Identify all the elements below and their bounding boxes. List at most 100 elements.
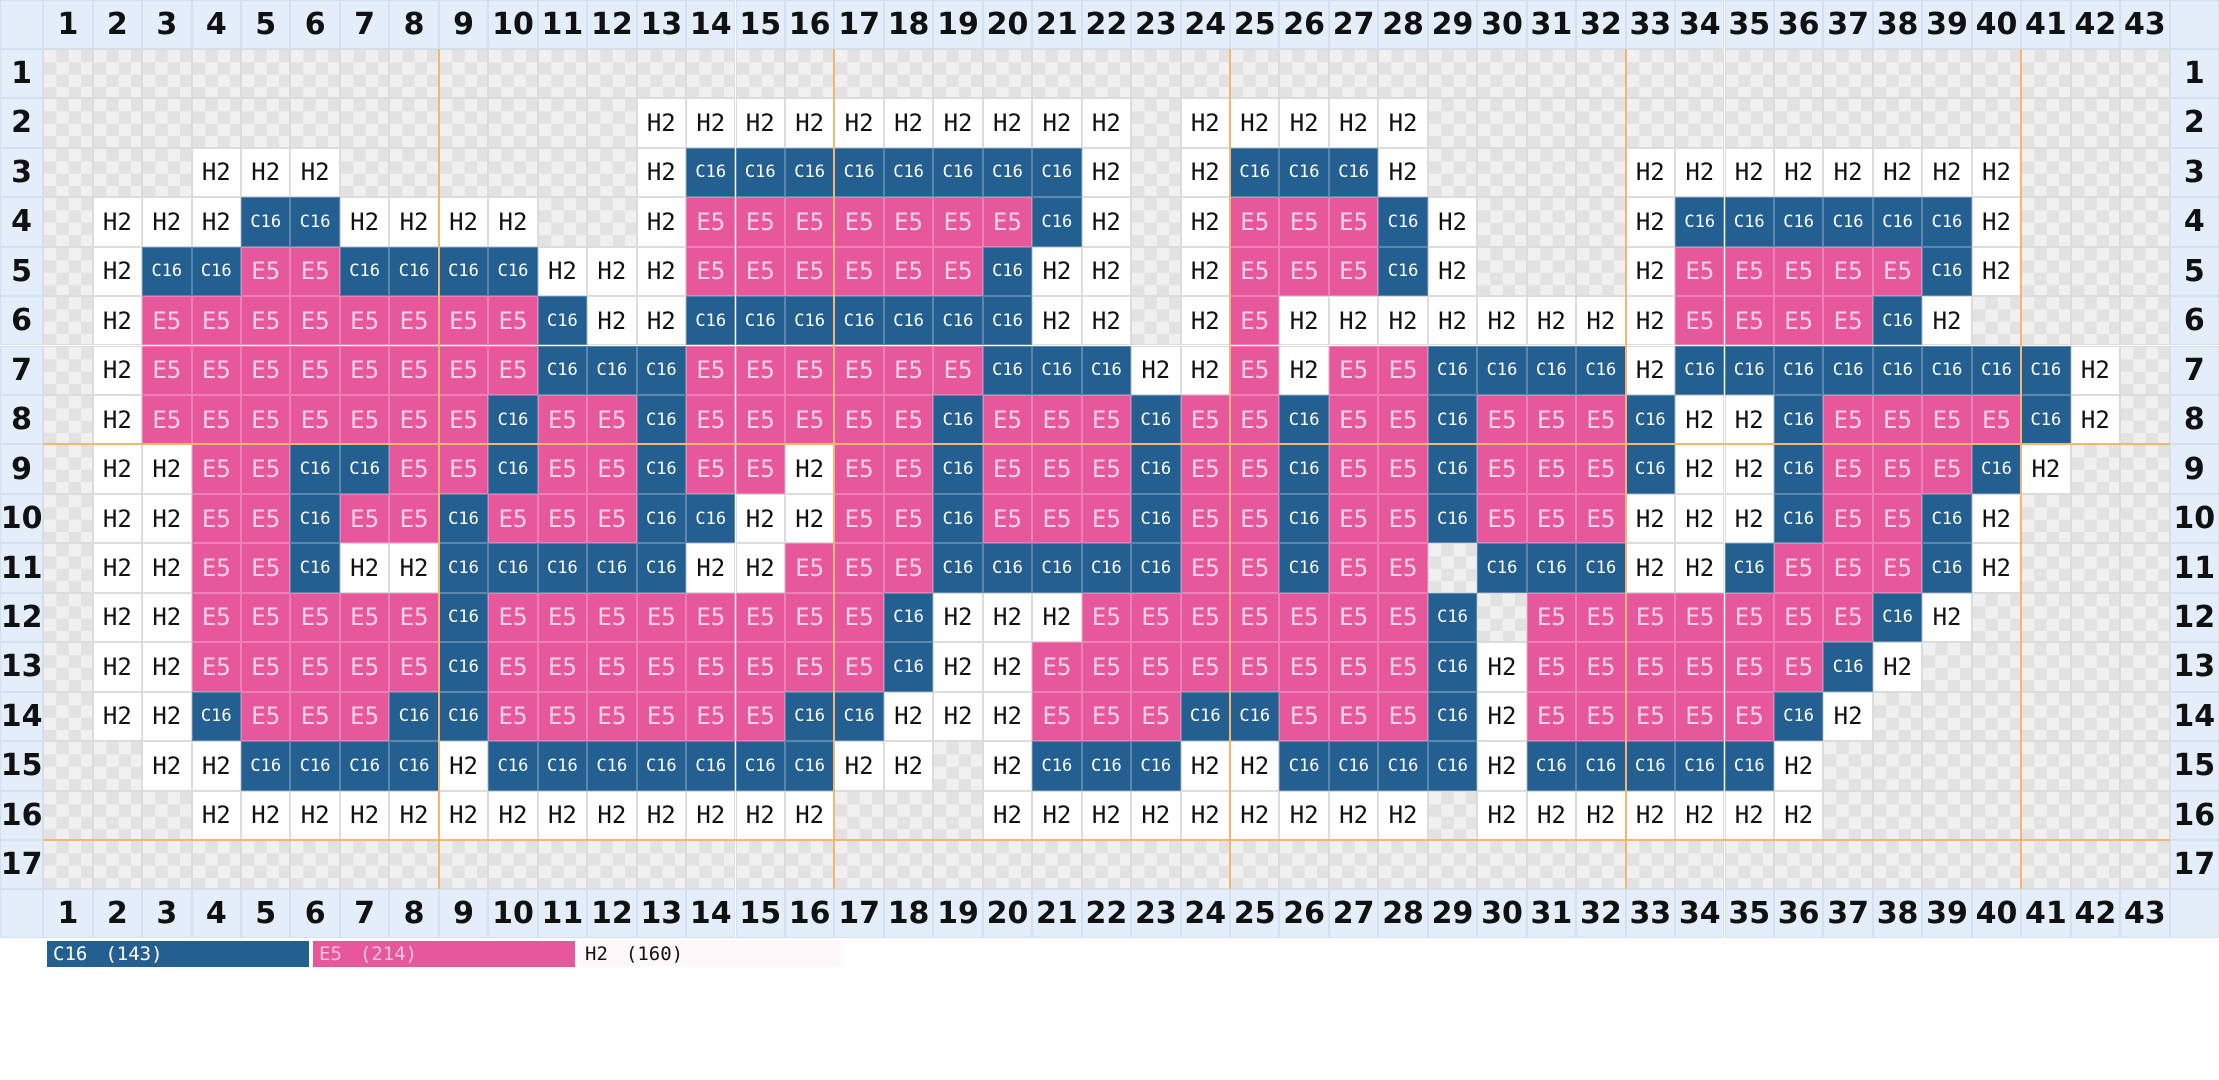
empty-cell (2120, 642, 2170, 692)
bead-cell: C16 (290, 493, 340, 544)
bead-cell: E5 (636, 691, 687, 742)
bead-cell: E5 (1872, 543, 1923, 593)
column-label: 9 (438, 0, 489, 49)
empty-cell (2120, 741, 2170, 791)
bead-cell: C16 (1427, 444, 1478, 494)
empty-cell (1131, 296, 1181, 346)
bead-cell: H2 (191, 147, 241, 198)
empty-cell (1922, 691, 1972, 742)
empty-cell (43, 592, 93, 643)
bead-cell: C16 (537, 345, 588, 395)
column-label: 33 (1625, 0, 1676, 49)
empty-cell (2120, 246, 2170, 297)
bead-cell: E5 (1230, 543, 1280, 593)
empty-cell (2021, 543, 2071, 593)
bead-cell: E5 (1872, 246, 1923, 297)
bead-cell: H2 (1032, 246, 1082, 297)
bead-cell: E5 (1032, 444, 1082, 494)
empty-cell (636, 840, 687, 890)
bead-cell: H2 (933, 592, 983, 643)
bead-cell: C16 (1971, 345, 2022, 395)
bead-cell: C16 (686, 493, 736, 544)
bead-cell: H2 (1872, 642, 1923, 692)
bead-cell: E5 (1230, 246, 1280, 297)
bead-cell: H2 (142, 691, 192, 742)
bead-cell: H2 (1230, 790, 1280, 840)
empty-cell (1526, 246, 1577, 297)
column-label: 36 (1773, 889, 1824, 939)
bead-cell: H2 (1922, 147, 1972, 198)
bead-cell: C16 (982, 246, 1033, 297)
bead-cell: C16 (784, 296, 835, 346)
bead-cell: E5 (686, 246, 736, 297)
empty-cell (2120, 296, 2170, 346)
row-label: 13 (0, 642, 44, 692)
column-label: 8 (389, 0, 439, 49)
bead-cell: C16 (1576, 543, 1626, 593)
empty-cell (1922, 790, 1972, 840)
bead-cell: E5 (290, 345, 340, 395)
bead-cell: E5 (241, 444, 291, 494)
empty-cell (1427, 48, 1478, 99)
bead-cell: C16 (1773, 394, 1824, 445)
column-label: 13 (636, 889, 687, 939)
bead-cell: C16 (1032, 345, 1082, 395)
empty-cell (2120, 345, 2170, 395)
empty-cell (2120, 48, 2170, 99)
bead-cell: C16 (982, 345, 1033, 395)
legend-code: C16 (53, 943, 88, 965)
bead-cell: E5 (784, 592, 835, 643)
bead-cell: E5 (241, 246, 291, 297)
bead-cell: C16 (1922, 246, 1972, 297)
bead-cell: H2 (537, 790, 588, 840)
empty-cell (537, 98, 588, 148)
guide-line (833, 48, 836, 890)
bead-cell: E5 (1724, 691, 1774, 742)
legend-count: (160) (625, 943, 684, 965)
row-label: 15 (2169, 741, 2219, 791)
column-label: 36 (1773, 0, 1824, 49)
column-label: 34 (1675, 889, 1725, 939)
empty-cell (982, 840, 1033, 890)
bead-cell: C16 (982, 296, 1033, 346)
column-label: 6 (290, 0, 340, 49)
bead-cell: E5 (1872, 493, 1923, 544)
bead-cell: E5 (1823, 246, 1873, 297)
empty-cell (1971, 691, 2022, 742)
empty-cell (1477, 147, 1527, 198)
empty-cell (438, 48, 489, 99)
bead-cell: H2 (1230, 98, 1280, 148)
empty-cell (834, 790, 884, 840)
empty-cell (1971, 741, 2022, 791)
bead-cell: E5 (1378, 543, 1428, 593)
bead-cell: E5 (389, 394, 439, 445)
bead-cell: E5 (438, 345, 489, 395)
bead-cell: C16 (933, 493, 983, 544)
bead-cell: C16 (1823, 345, 1873, 395)
bead-cell: E5 (241, 691, 291, 742)
bead-cell: H2 (191, 790, 241, 840)
bead-cell: H2 (1032, 592, 1082, 643)
bead-cell: E5 (488, 493, 538, 544)
bead-cell: C16 (1625, 394, 1676, 445)
bead-cell: H2 (92, 394, 143, 445)
column-label: 11 (537, 889, 588, 939)
empty-cell (1477, 592, 1527, 643)
bead-cell: E5 (933, 197, 983, 247)
bead-cell: H2 (339, 543, 390, 593)
corner (0, 889, 44, 939)
bead-cell: H2 (1180, 246, 1230, 297)
bead-cell: E5 (1675, 642, 1725, 692)
bead-cell: C16 (1378, 246, 1428, 297)
empty-cell (1971, 98, 2022, 148)
bead-cell: E5 (1773, 296, 1824, 346)
bead-cell: E5 (1922, 444, 1972, 494)
bead-cell: E5 (982, 444, 1033, 494)
bead-cell: H2 (982, 691, 1033, 742)
empty-cell (1872, 840, 1923, 890)
legend-code: H2 (585, 943, 608, 965)
bead-cell: C16 (488, 444, 538, 494)
bead-cell: C16 (1922, 197, 1972, 247)
bead-cell: C16 (636, 444, 687, 494)
bead-cell: C16 (339, 444, 390, 494)
